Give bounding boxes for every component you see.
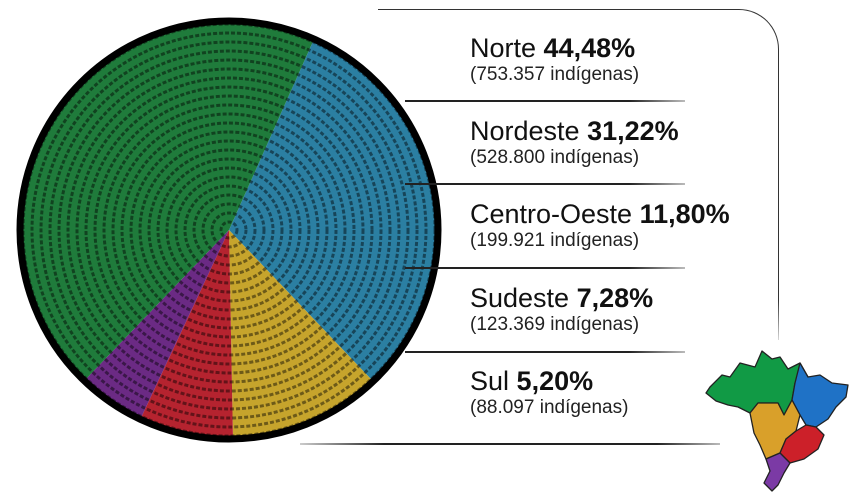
divider bbox=[405, 351, 685, 353]
legend-count: (123.369 indígenas) bbox=[470, 314, 640, 335]
legend-percent: 44,48% bbox=[543, 33, 636, 63]
divider bbox=[405, 183, 685, 185]
legend-count: (528.800 indígenas) bbox=[470, 147, 640, 168]
divider bbox=[300, 443, 720, 445]
pie-outline bbox=[16, 17, 442, 443]
pie-slice-sudeste bbox=[139, 230, 234, 437]
weave-texture-ring bbox=[57, 58, 401, 402]
weave-texture-ring bbox=[30, 31, 428, 429]
pie-slice-norte bbox=[22, 23, 316, 383]
legend-percent: 7,28% bbox=[576, 283, 654, 313]
legend-label: Sul bbox=[470, 366, 510, 396]
brazil-map-icon bbox=[705, 350, 849, 492]
legend-label: Norte bbox=[470, 33, 537, 63]
weave-texture-ring bbox=[147, 148, 311, 312]
pie-slice-centro-oeste bbox=[229, 230, 376, 437]
divider bbox=[405, 100, 685, 102]
legend-item-centro-oeste: Centro-Oeste 11,80% (199.921 indígenas) bbox=[470, 199, 730, 253]
map-region-sul bbox=[763, 452, 791, 492]
weave-texture-ring bbox=[210, 211, 248, 249]
pie-slice-sul bbox=[82, 230, 230, 422]
legend-item-norte: Norte 44,48% (753.357 indígenas) bbox=[470, 33, 639, 87]
map-region-nordeste bbox=[791, 362, 849, 428]
weave-texture-ring bbox=[120, 121, 338, 339]
weave-texture-ring bbox=[66, 67, 392, 393]
pie-slice-nordeste bbox=[229, 36, 436, 384]
divider bbox=[405, 267, 685, 269]
weave-texture-ring bbox=[192, 193, 266, 267]
legend-percent: 11,80% bbox=[639, 199, 730, 229]
weave-texture-ring bbox=[111, 112, 347, 348]
weave-texture-ring bbox=[84, 85, 374, 375]
weave-texture-ring bbox=[201, 202, 257, 258]
weave-texture-ring bbox=[102, 103, 356, 357]
legend-label: Nordeste bbox=[470, 116, 580, 146]
weave-texture-ring bbox=[183, 184, 275, 276]
weave-texture-ring bbox=[129, 130, 329, 330]
map-region-sudeste bbox=[779, 424, 825, 464]
weave-texture-ring bbox=[93, 94, 365, 366]
weave-texture-ring bbox=[219, 220, 239, 240]
weave-texture-ring bbox=[138, 139, 320, 321]
weave-texture-ring bbox=[165, 166, 293, 294]
legend-label: Sudeste bbox=[470, 283, 570, 313]
legend-item-sul: Sul 5,20% (88.097 indígenas) bbox=[470, 366, 628, 420]
pie-chart bbox=[16, 17, 442, 443]
legend-item-sudeste: Sudeste 7,28% (123.369 indígenas) bbox=[470, 283, 653, 337]
legend-item-nordeste: Nordeste 31,22% (528.800 indígenas) bbox=[470, 116, 679, 170]
weave-texture-ring bbox=[75, 76, 383, 384]
legend-frame bbox=[378, 9, 779, 340]
weave-texture-ring bbox=[156, 157, 302, 303]
legend-count: (88.097 indígenas) bbox=[470, 397, 629, 418]
legend-percent: 31,22% bbox=[587, 116, 679, 146]
weave-texture-ring bbox=[39, 40, 419, 420]
legend-label: Centro-Oeste bbox=[470, 199, 633, 229]
weave-texture-ring bbox=[174, 175, 284, 285]
legend-percent: 5,20% bbox=[516, 366, 594, 396]
weave-texture-ring bbox=[48, 49, 410, 411]
legend-count: (199.921 indígenas) bbox=[470, 230, 640, 251]
legend-count: (753.357 indígenas) bbox=[470, 64, 640, 85]
